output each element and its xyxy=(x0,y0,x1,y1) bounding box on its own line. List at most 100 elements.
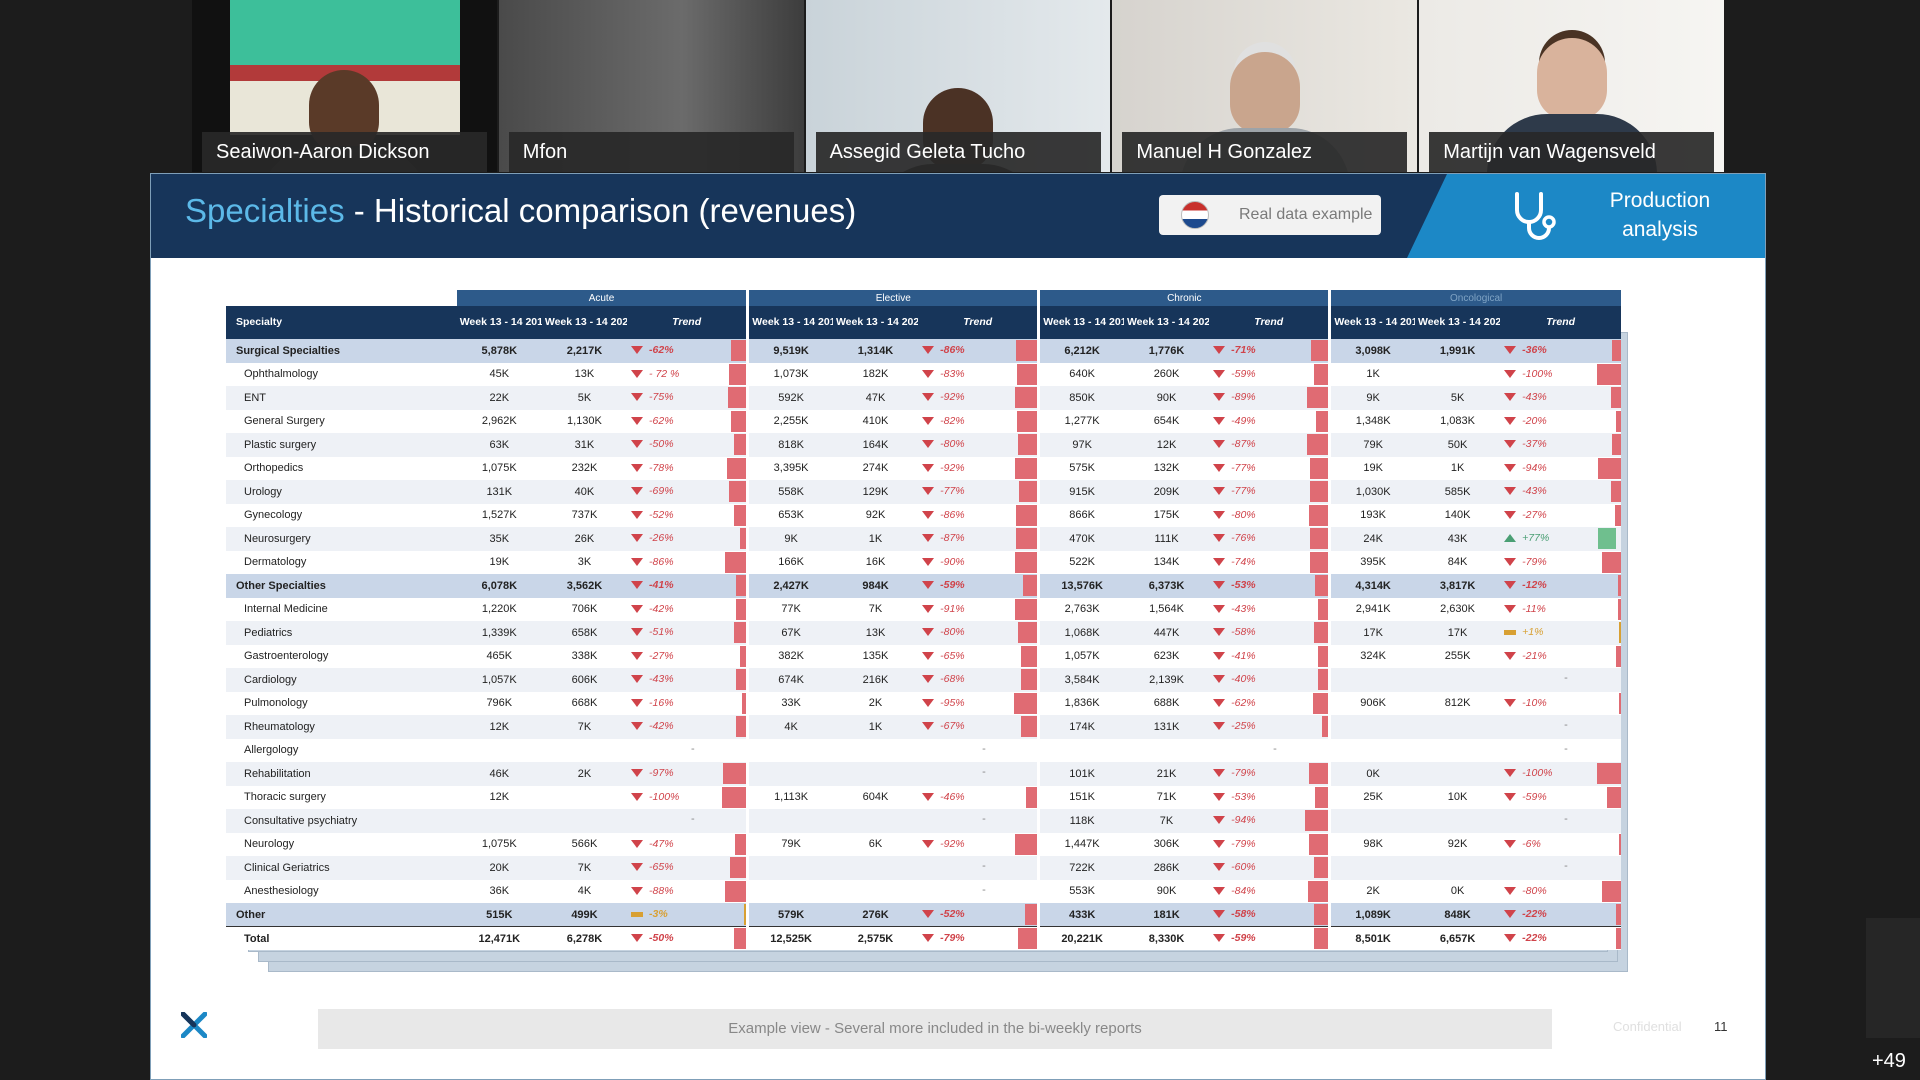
trend-down-icon xyxy=(631,346,644,354)
trend-bar xyxy=(1616,410,1621,432)
value-2019 xyxy=(1037,738,1124,762)
trend-down-icon xyxy=(1213,839,1226,848)
value-2019: 2,962K xyxy=(456,409,542,433)
value-2019: 79K xyxy=(1328,433,1415,457)
trend-down-icon xyxy=(631,369,644,378)
column-header-acute-col-2019: Week 13 - 14 2019 xyxy=(456,306,542,339)
value-2020 xyxy=(832,762,919,786)
confidential-label: Confidential xyxy=(1613,1019,1682,1034)
column-header-row: Specialty Week 13 - 14 2019 Week 13 - 14 … xyxy=(226,306,1621,339)
trend-down-icon xyxy=(1504,934,1517,942)
trend-percent: -62% xyxy=(649,344,674,356)
trend-percent: -59% xyxy=(1522,790,1547,803)
trend-cell: -62% xyxy=(627,409,748,433)
trend-down-icon xyxy=(1213,628,1226,636)
value-2020: 6,278K xyxy=(541,926,628,950)
value-2020: 1,130K xyxy=(541,409,628,433)
trend-percent: -80% xyxy=(1231,508,1256,521)
trend-down-icon xyxy=(922,698,935,707)
trend-percent: -16% xyxy=(649,696,674,709)
trend-cell: - xyxy=(627,738,748,762)
trend-down-icon xyxy=(1504,463,1517,472)
value-2019 xyxy=(746,809,833,833)
participant-tile[interactable]: Mfon xyxy=(498,0,804,172)
trend-bar xyxy=(1309,833,1329,855)
trend-cell: -84% xyxy=(1209,879,1330,903)
trend-percent: -27% xyxy=(1522,508,1547,521)
trend-cell: -58% xyxy=(1209,903,1330,927)
trend-bar xyxy=(723,763,747,784)
value-2019: 0K xyxy=(1328,762,1415,786)
value-2020: 13K xyxy=(541,362,628,386)
trend-percent: +1% xyxy=(1522,626,1544,638)
value-2020: 90K xyxy=(1123,879,1210,903)
value-2019: 1,073K xyxy=(746,362,833,386)
trend-bar xyxy=(1316,410,1329,432)
trend-down-icon xyxy=(1213,440,1226,448)
trend-down-icon xyxy=(1504,792,1517,801)
participant-tile[interactable]: Assegid Geleta Tucho xyxy=(805,0,1111,172)
value-2020: 688K xyxy=(1123,691,1210,715)
trend-down-icon xyxy=(1213,722,1226,730)
trend-percent: -43% xyxy=(1231,602,1256,615)
trend-down-icon xyxy=(1504,487,1517,495)
trend-bar xyxy=(736,575,747,596)
value-2019: 640K xyxy=(1037,362,1124,386)
trend-cell: -80% xyxy=(918,621,1039,645)
value-2019: 395K xyxy=(1328,550,1415,574)
trend-bar xyxy=(1309,504,1329,526)
value-2019: 558K xyxy=(746,480,833,504)
value-2020: 181K xyxy=(1123,903,1210,927)
trend-flat-icon xyxy=(1504,630,1517,635)
trend-cell: -37% xyxy=(1500,433,1621,457)
value-2019: 9,519K xyxy=(746,339,833,363)
participant-tile[interactable]: Manuel H Gonzalez xyxy=(1112,0,1418,172)
value-2020: 1,083K xyxy=(1414,409,1501,433)
specialty-name: Surgical Specialties xyxy=(226,339,457,363)
trend-down-icon xyxy=(922,416,935,425)
trend-down-icon xyxy=(1504,581,1517,589)
value-2020: 7K xyxy=(541,856,628,880)
trend-percent: -25% xyxy=(1231,720,1256,732)
trend-bar xyxy=(1017,410,1038,432)
trend-bar xyxy=(1618,575,1621,596)
trend-cell: -100% xyxy=(1500,762,1621,786)
value-2020: 47K xyxy=(832,386,919,410)
trend-cell: -100% xyxy=(1500,362,1621,386)
value-2019: 465K xyxy=(456,644,542,668)
trend-cell: -79% xyxy=(1209,762,1330,786)
trend-cell: -75% xyxy=(627,386,748,410)
trend-bar xyxy=(1318,669,1329,690)
trend-percent: -59% xyxy=(1231,367,1256,380)
trend-bar xyxy=(731,410,747,432)
trend-percent: -60% xyxy=(1231,861,1256,873)
value-2019: 17K xyxy=(1328,621,1415,645)
value-2019: 915K xyxy=(1037,480,1124,504)
value-2019: 1,057K xyxy=(1037,644,1124,668)
value-2019: 118K xyxy=(1037,809,1124,833)
trend-cell: -36% xyxy=(1500,339,1621,363)
trend-cell: -69% xyxy=(627,480,748,504)
table-row: Internal Medicine 1,220K 706K -42% 77K 7K -91%… xyxy=(226,597,1621,621)
trend-cell: -41% xyxy=(627,574,748,598)
value-2020: 7K xyxy=(541,715,628,739)
more-participants-count[interactable]: +49 xyxy=(1872,1050,1906,1072)
trend-cell: -16% xyxy=(627,691,748,715)
value-2020: 3,817K xyxy=(1414,574,1501,598)
trend-cell: -22% xyxy=(1500,926,1621,950)
value-2019: 19K xyxy=(1328,456,1415,480)
specialty-name: Pediatrics xyxy=(226,621,457,645)
group-header-oncological: Oncological xyxy=(1328,290,1621,306)
participant-tile[interactable]: Seaiwon-Aaron Dickson xyxy=(192,0,497,172)
value-2020 xyxy=(832,809,919,833)
value-2019: 193K xyxy=(1328,503,1415,527)
value-2020: 276K xyxy=(832,903,919,927)
title-highlight: Specialties xyxy=(185,192,345,229)
trend-cell: -74% xyxy=(1209,550,1330,574)
trend-percent: -47% xyxy=(649,837,674,850)
value-2019: 1,277K xyxy=(1037,409,1124,433)
value-2020: 6K xyxy=(832,832,919,856)
trend-down-icon xyxy=(631,934,644,942)
section-label: Production analysis xyxy=(1407,174,1765,258)
participant-tile[interactable]: Martijn van Wagensveld xyxy=(1419,0,1724,172)
